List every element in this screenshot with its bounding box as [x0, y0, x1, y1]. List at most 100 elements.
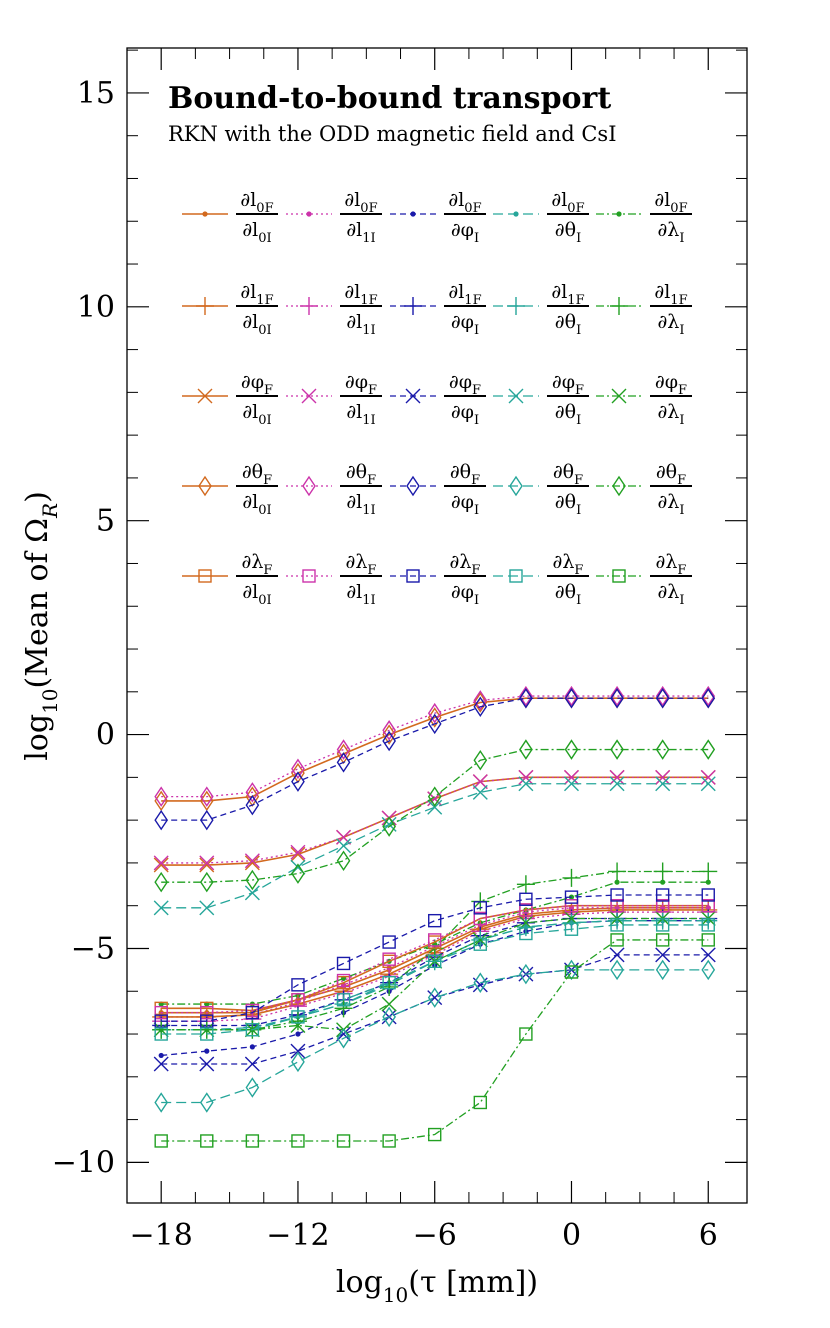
data-point [519, 1027, 533, 1041]
legend-marker [610, 297, 628, 315]
legend-denominator: ∂λI [657, 491, 684, 518]
legend-marker [509, 475, 523, 497]
legend-marker [197, 388, 213, 404]
data-point [700, 776, 716, 792]
x-axis-tick-labels: −18 −12 −6 0 6 [130, 1218, 718, 1253]
legend-numerator: ∂φF [345, 371, 377, 398]
y-axis-title-subscript: 10 [38, 688, 62, 713]
data-point [701, 685, 716, 707]
legend-numerator: ∂λF [242, 551, 273, 578]
data-point [473, 911, 488, 926]
legend-denominator: ∂l0I [242, 401, 271, 428]
data-point [199, 871, 214, 893]
data-point [564, 959, 579, 981]
data-point [472, 784, 488, 800]
y-tick-label: 0 [96, 718, 115, 753]
legend-marker [508, 388, 524, 404]
legend-entry: ∂θF ∂θI [493, 461, 589, 518]
data-point [564, 687, 579, 709]
plot-frame [126, 47, 748, 1204]
data-point [154, 1005, 168, 1020]
data-point [516, 875, 535, 894]
legend-entry: ∂l0F ∂θI [493, 189, 589, 246]
series-line [161, 748, 709, 883]
data-point [382, 975, 396, 990]
legend-entry: ∂l0F ∂l0I [182, 189, 278, 246]
chart-subtitle: RKN with the ODD magnetic field and CsI [168, 122, 617, 146]
data-point [610, 918, 624, 932]
legend-denominator: ∂θI [555, 581, 581, 608]
data-point [336, 993, 351, 1007]
legend-numerator: ∂l0F [654, 189, 687, 216]
legend-entry: ∂λF ∂l0I [182, 551, 278, 608]
data-point [564, 890, 579, 904]
legend-marker [616, 211, 622, 217]
legend-denominator: ∂l1I [346, 311, 375, 338]
legend-entry: ∂λF ∂λI [596, 551, 692, 608]
y-tick-label: −10 [52, 1145, 115, 1180]
legend-denominator: ∂λI [657, 401, 684, 428]
data-point [154, 786, 169, 807]
data-point [610, 739, 624, 760]
series-dlambdaF/dlambdaI [154, 933, 715, 1148]
data-point [655, 898, 670, 913]
data-point [609, 776, 625, 792]
data-point [336, 1028, 351, 1049]
data-point [290, 844, 306, 860]
legend-denominator: ∂l1I [346, 581, 375, 608]
data-point [382, 935, 396, 949]
legend-denominator: ∂l1I [346, 401, 375, 428]
data-point [701, 898, 715, 913]
data-point [334, 999, 353, 1018]
data-point [701, 739, 716, 760]
data-point [700, 947, 716, 963]
data-point [291, 978, 305, 992]
series-dthetaF/dl1I [154, 685, 716, 807]
series-line [161, 939, 709, 1142]
data-point [291, 1051, 305, 1073]
legend-marker [513, 211, 519, 217]
data-point [199, 1056, 215, 1072]
legend-marker [507, 297, 525, 315]
legend-marker [300, 297, 318, 315]
data-point [564, 922, 579, 936]
data-point [200, 1027, 214, 1041]
legend-entry: ∂λF ∂θI [493, 551, 589, 608]
legend-entry: ∂θF ∂l1I [286, 461, 382, 518]
data-point [382, 724, 396, 745]
data-point [610, 685, 624, 707]
series-line [161, 697, 709, 821]
legend-marker [198, 569, 212, 583]
data-point [291, 863, 305, 884]
legend-marker [612, 475, 626, 497]
data-point [518, 776, 534, 792]
data-point [473, 1095, 488, 1110]
series-dthetaF/dlambdaI [154, 739, 716, 893]
legend-marker [612, 569, 626, 583]
legend-numerator: ∂l0F [551, 189, 584, 216]
legend-numerator: ∂φF [552, 371, 584, 398]
legend-entry: ∂l0F ∂λI [596, 189, 692, 246]
legend-entry: ∂θF ∂λI [596, 461, 692, 518]
series-line [161, 924, 709, 1035]
legend-denominator: ∂l1I [346, 491, 375, 518]
legend-marker [406, 475, 420, 497]
data-point [614, 879, 620, 885]
legend-numerator: ∂θF [450, 461, 480, 488]
data-point [153, 855, 169, 871]
legend-entry: ∂φF ∂φI [390, 371, 486, 428]
data-point [199, 1092, 214, 1113]
data-point [473, 696, 488, 718]
data-point [336, 739, 351, 760]
legend-numerator: ∂l0F [240, 189, 273, 216]
data-point [200, 1014, 214, 1028]
data-point [245, 794, 260, 816]
data-point [244, 855, 260, 871]
data-point [290, 846, 306, 862]
legend-denominator: ∂φI [451, 401, 479, 428]
legend-marker [406, 569, 420, 583]
data-point [562, 868, 581, 887]
data-point [199, 1022, 215, 1038]
data-point [427, 702, 442, 724]
data-point [427, 786, 442, 807]
